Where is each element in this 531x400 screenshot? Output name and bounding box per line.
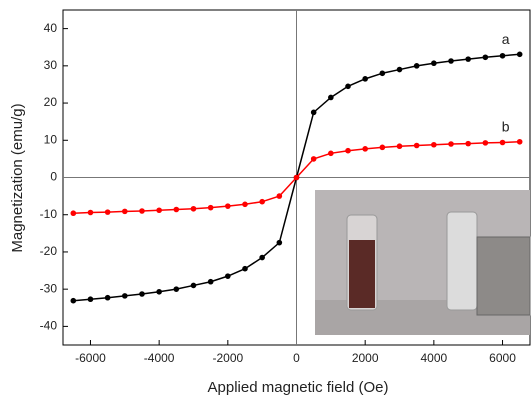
x-tick-label: -6000 xyxy=(75,351,106,365)
data-point xyxy=(465,56,471,62)
vial-liquid xyxy=(349,240,375,308)
data-point xyxy=(156,207,162,214)
data-point xyxy=(482,54,489,61)
data-point xyxy=(328,94,334,101)
y-tick-label: 10 xyxy=(44,132,58,146)
data-point xyxy=(242,265,248,272)
data-point xyxy=(259,254,265,261)
data-point xyxy=(139,291,145,297)
y-tick-label: -20 xyxy=(40,244,58,258)
data-point xyxy=(310,156,317,162)
magnet xyxy=(476,236,531,316)
data-point xyxy=(516,51,523,58)
data-point xyxy=(207,278,214,285)
data-point xyxy=(328,150,334,157)
y-tick-label: -10 xyxy=(40,207,58,221)
data-point xyxy=(499,52,506,59)
inset-photo xyxy=(315,190,531,335)
data-point xyxy=(448,141,454,147)
data-point xyxy=(225,273,231,279)
data-point xyxy=(122,208,128,215)
x-tick-label: 0 xyxy=(293,351,300,365)
data-point xyxy=(516,138,523,145)
y-tick-label: 20 xyxy=(44,95,58,109)
data-point xyxy=(104,209,111,215)
y-axis-label: Magnetization (emu/g) xyxy=(9,103,26,252)
data-point xyxy=(293,174,300,181)
data-point xyxy=(310,109,317,116)
data-point xyxy=(156,288,162,295)
data-point xyxy=(413,142,420,149)
x-axis-label: Applied magnetic field (Oe) xyxy=(208,379,389,396)
y-tick-label: -40 xyxy=(40,319,58,333)
data-point xyxy=(379,144,386,151)
data-point xyxy=(431,60,437,67)
data-point xyxy=(448,58,454,64)
data-point xyxy=(499,139,506,146)
data-point xyxy=(70,297,77,304)
data-point xyxy=(396,143,403,150)
data-point xyxy=(225,203,231,209)
x-tick-label: 4000 xyxy=(421,351,448,365)
data-point xyxy=(362,76,368,82)
vial-clear xyxy=(446,211,478,311)
data-point xyxy=(139,208,145,214)
data-point xyxy=(87,209,94,216)
data-point xyxy=(379,70,386,77)
series-label: b xyxy=(502,118,510,134)
data-point xyxy=(345,83,351,90)
data-point xyxy=(173,286,180,292)
y-tick-label: 30 xyxy=(44,58,58,72)
data-point xyxy=(242,201,248,208)
data-point xyxy=(465,140,471,147)
data-point xyxy=(276,193,283,199)
data-point xyxy=(87,296,94,303)
data-point xyxy=(345,147,351,154)
x-tick-label: 2000 xyxy=(352,351,379,365)
data-point xyxy=(70,210,77,217)
x-tick-label: 6000 xyxy=(489,351,516,365)
data-point xyxy=(413,63,420,69)
data-point xyxy=(122,293,128,299)
data-point xyxy=(207,204,214,211)
y-tick-label: 0 xyxy=(50,170,57,184)
data-point xyxy=(190,282,197,289)
y-tick-label: -30 xyxy=(40,281,58,295)
data-point xyxy=(482,140,489,146)
data-point xyxy=(396,66,403,73)
data-point xyxy=(362,146,368,152)
data-point xyxy=(173,206,180,213)
x-tick-label: -4000 xyxy=(144,351,175,365)
x-tick-label: -2000 xyxy=(212,351,243,365)
data-point xyxy=(259,198,265,205)
y-tick-label: 40 xyxy=(44,21,58,35)
data-point xyxy=(104,294,111,301)
series-label: a xyxy=(502,31,510,47)
data-point xyxy=(431,141,437,148)
data-point xyxy=(276,239,283,246)
data-point xyxy=(190,205,197,212)
